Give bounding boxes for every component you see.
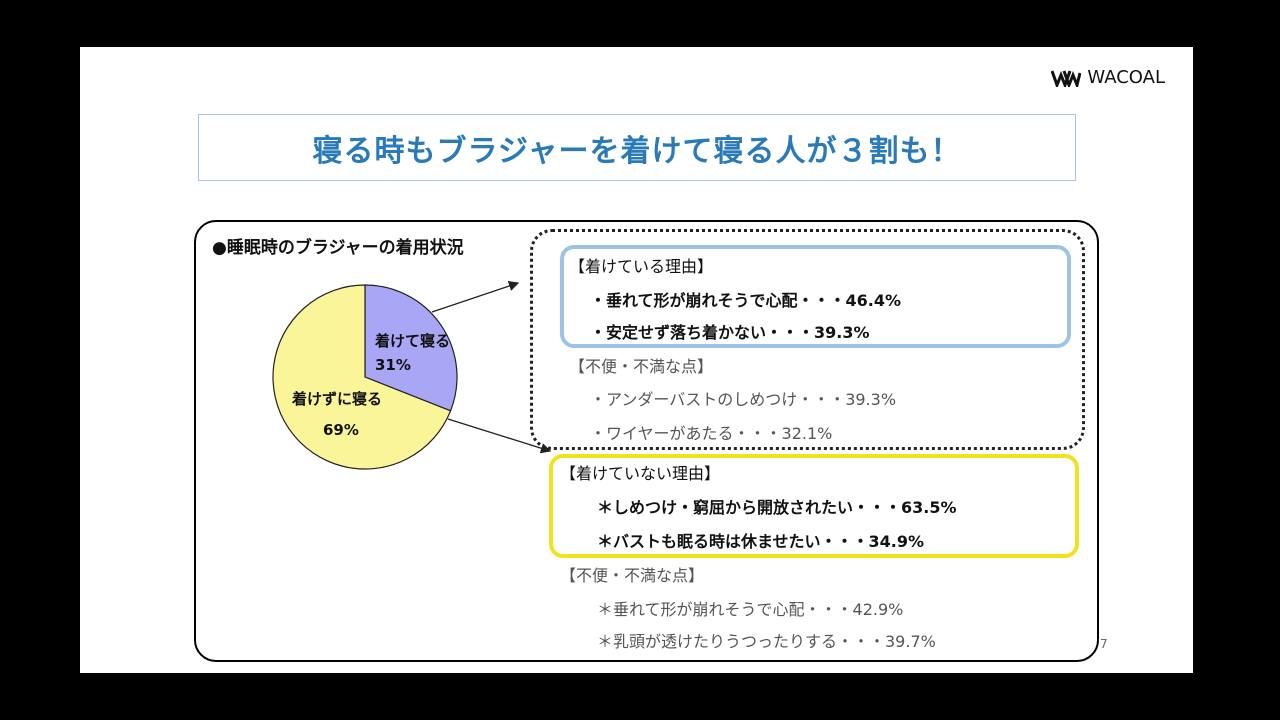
arrow-to-wearing [431,280,520,313]
wearing-complaint-1: ・アンダーバストのしめつけ・・・39.3% [590,390,897,409]
wacoal-logo-mark-icon [1051,69,1082,87]
wearing-complaint-2: ・ワイヤーがあたる・・・32.1% [590,424,833,443]
pie-value-not-wearing: 69% [323,421,359,439]
wearing-reason-1: ・垂れて形が崩れそうで心配・・・46.4% [590,291,902,310]
not-wearing-complaint-1: ＊垂れて形が崩れそうで心配・・・42.9% [597,600,904,619]
pie-label-wearing: 着けて寝る [375,332,451,350]
slide-title: 寝る時もブラジャーを着けて寝る人が３割も！ [312,133,962,169]
not-wearing-reasons-header: 【着けていない理由】 [560,464,721,483]
wearing-group-frame [530,229,1085,450]
wearing-reason-2: ・安定せず落ち着かない・・・39.3% [590,323,870,342]
pie-chart [270,282,460,476]
not-wearing-reason-2: ＊バストも眠る時は休ませたい・・・34.9% [597,532,925,551]
not-wearing-reasons-box [549,454,1079,558]
wearing-reasons-box [560,245,1071,348]
slide: WACOAL 寝る時もブラジャーを着けて寝る人が３割も！ ●睡眠時のブラジャーの… [80,47,1193,673]
pie-value-wearing: 31% [375,356,411,374]
callout-arrows [431,280,552,454]
pie-label-not-wearing: 着けずに寝る [292,390,383,408]
pie-svg [272,284,458,470]
wacoal-logo: WACOAL [1051,67,1165,88]
wearing-reasons-header: 【着けている理由】 [569,257,714,276]
not-wearing-reason-1: ＊しめつけ・窮屈から開放されたい・・・63.5% [597,498,957,517]
content-panel [194,220,1099,662]
arrow-to-not-wearing [447,418,552,454]
title-box: 寝る時もブラジャーを着けて寝る人が３割も！ [198,114,1076,181]
pie-slice-0 [364,284,458,412]
not-wearing-complaints-header: 【不便・不満な点】 [560,566,705,585]
logo-text: WACOAL [1087,67,1165,88]
pie-slice-1 [272,284,452,470]
not-wearing-complaint-2: ＊乳頭が透けたりうつったりする・・・39.7% [597,632,936,651]
page-number: 7 [1100,637,1108,651]
section-heading: ●睡眠時のブラジャーの着用状況 [212,238,464,258]
wearing-complaints-header: 【不便・不満な点】 [569,357,714,376]
